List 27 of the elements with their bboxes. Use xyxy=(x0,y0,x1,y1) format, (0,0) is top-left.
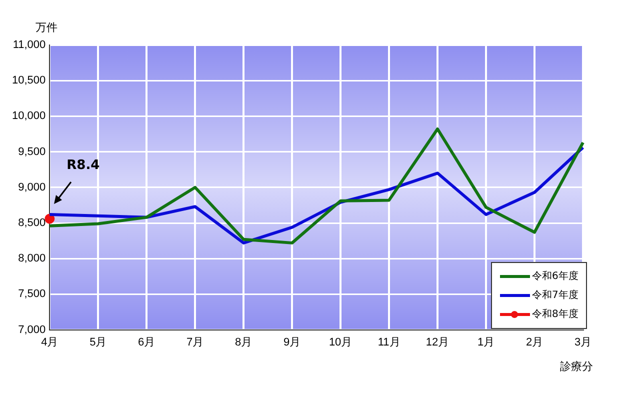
x-tick-label: 5月 xyxy=(90,336,107,348)
legend-label: 令和6年度 xyxy=(532,270,578,284)
x-tick-label: 9月 xyxy=(284,336,301,348)
y-tick-label: 8,000 xyxy=(18,252,46,265)
y-tick-label: 9,500 xyxy=(18,146,46,158)
y-tick-label: 7,500 xyxy=(18,288,46,300)
y-tick-label: 10,500 xyxy=(12,74,46,87)
x-tick-label: 8月 xyxy=(235,336,252,348)
annotation: R8.4 xyxy=(66,158,100,173)
legend-label: 令和8年度 xyxy=(532,308,578,322)
x-tick-label: 3月 xyxy=(574,336,592,348)
legend-label: 令和7年度 xyxy=(532,288,578,303)
y-tick-label: 10,000 xyxy=(12,110,46,122)
x-tick-label: 11月 xyxy=(378,336,400,348)
y-tick-label: 8,500 xyxy=(18,217,46,230)
x-tick-label: 12月 xyxy=(426,336,450,348)
y-tick-label: 7,000 xyxy=(18,324,46,336)
x-tick-label: 1月 xyxy=(477,336,495,348)
y-tick-label: 9,000 xyxy=(18,181,46,194)
x-tick-label: 6月 xyxy=(138,336,156,348)
x-tick-label: 10月 xyxy=(328,336,352,348)
y-tick-label: 11,000 xyxy=(12,39,46,52)
x-tick-label: 7月 xyxy=(186,336,204,348)
y-axis-title: 万件 xyxy=(36,21,58,34)
x-tick-label: 4月 xyxy=(41,336,58,348)
x-tick-label: 2月 xyxy=(526,336,544,348)
x-axis-title: 診療分 xyxy=(560,360,593,373)
